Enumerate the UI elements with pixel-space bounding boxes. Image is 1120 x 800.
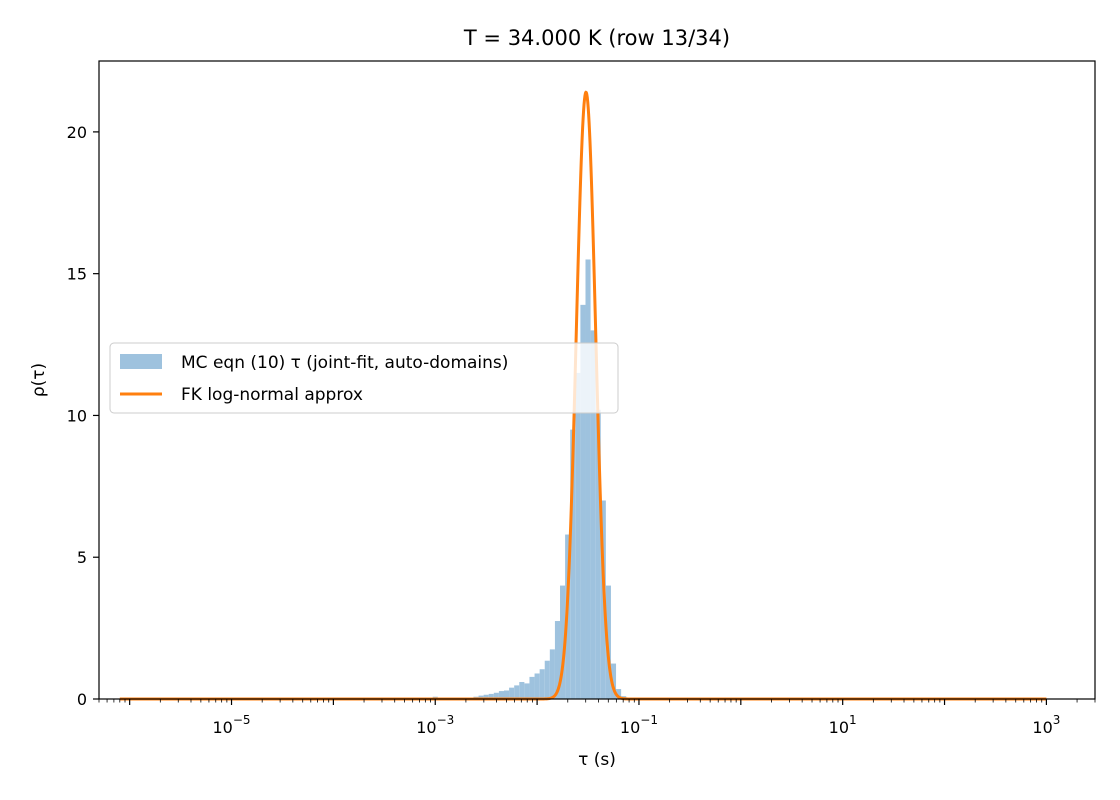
y-tick-label: 5 [77, 548, 87, 567]
histogram-bar [590, 330, 596, 699]
legend-swatch-histogram [120, 354, 162, 369]
histogram-bar [539, 669, 545, 699]
legend-label-fk-line: FK log-normal approx [181, 385, 363, 405]
histogram-bar [483, 694, 489, 699]
histogram-bar [549, 649, 555, 699]
histogram-bar [524, 683, 530, 699]
histogram-bar [478, 695, 484, 699]
y-axis: 0 5 10 15 20 [67, 123, 99, 709]
histogram-bar [580, 304, 586, 699]
histogram-bar [560, 585, 566, 699]
y-tick-label: 10 [67, 406, 87, 425]
histogram-bar [544, 660, 550, 699]
histogram-bar [570, 429, 576, 699]
legend-box [109, 342, 619, 414]
histogram-bar [519, 681, 525, 699]
plot-frame [98, 60, 1096, 700]
x-axis-label: τ (s) [578, 750, 616, 770]
y-tick-label: 0 [77, 690, 87, 709]
histogram-bar [585, 259, 591, 699]
y-tick-label: 20 [67, 123, 87, 142]
histogram-bar [610, 663, 617, 699]
histogram-bar [575, 372, 581, 699]
x-axis: 10−5 10−3 10−1 101 103 [98, 699, 1096, 737]
histogram-bar [616, 689, 622, 699]
legend: MC eqn (10) τ (joint-fit, auto-domains) … [109, 342, 619, 414]
x-tick-label: 10−5 [212, 713, 250, 737]
y-tick-label: 15 [67, 265, 87, 284]
histogram-bar [493, 692, 499, 699]
histogram-bar [534, 673, 540, 699]
histogram-bar [509, 687, 515, 699]
histogram-bar [529, 676, 535, 699]
histogram-bar [488, 693, 494, 699]
x-tick-label: 101 [829, 713, 857, 737]
x-tick-label: 103 [1032, 713, 1060, 737]
legend-label-histogram: MC eqn (10) τ (joint-fit, auto-domains) [181, 353, 508, 373]
histogram-bar [504, 690, 510, 699]
histogram-bar [498, 691, 504, 699]
histogram-bar [595, 409, 601, 699]
x-tick-label: 10−3 [416, 713, 454, 737]
x-tick-label: 10−1 [620, 713, 658, 737]
histogram-bar [554, 621, 561, 699]
chart-title: T = 34.000 K (row 13/34) [463, 26, 730, 50]
histogram-bar [514, 685, 520, 699]
y-axis-label: ρ(τ) [29, 363, 49, 397]
